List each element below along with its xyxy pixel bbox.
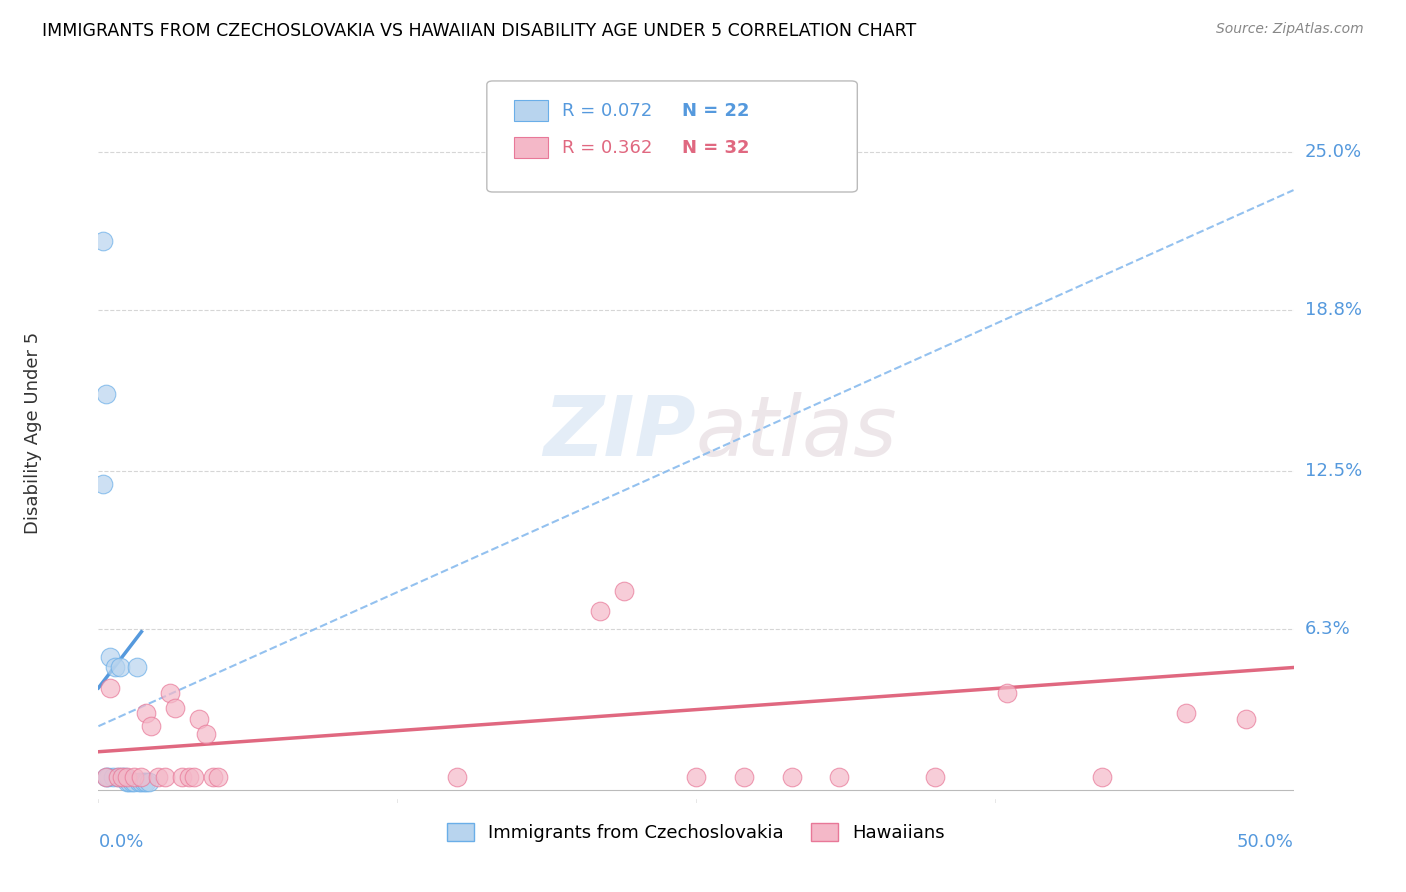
Point xyxy=(613,583,636,598)
Point xyxy=(91,476,114,491)
Point xyxy=(118,775,141,789)
Point xyxy=(135,775,157,789)
Text: IMMIGRANTS FROM CZECHOSLOVAKIA VS HAWAIIAN DISABILITY AGE UNDER 5 CORRELATION CH: IMMIGRANTS FROM CZECHOSLOVAKIA VS HAWAII… xyxy=(42,22,917,40)
Text: ZIP: ZIP xyxy=(543,392,696,473)
Legend: Immigrants from Czechoslovakia, Hawaiians: Immigrants from Czechoslovakia, Hawaiian… xyxy=(440,816,952,849)
Text: 18.8%: 18.8% xyxy=(1305,301,1361,319)
Point xyxy=(924,770,946,784)
Point xyxy=(780,770,803,784)
Point xyxy=(131,770,153,784)
Point xyxy=(446,770,468,784)
FancyBboxPatch shape xyxy=(486,81,858,192)
Point xyxy=(995,686,1018,700)
Point xyxy=(139,719,162,733)
Point xyxy=(114,770,136,784)
FancyBboxPatch shape xyxy=(515,137,548,158)
Text: 0.0%: 0.0% xyxy=(98,833,143,851)
Point xyxy=(94,387,117,401)
Text: N = 32: N = 32 xyxy=(682,138,749,157)
Point xyxy=(91,234,114,248)
Point xyxy=(733,770,755,784)
Point xyxy=(115,775,138,789)
Point xyxy=(163,701,186,715)
FancyBboxPatch shape xyxy=(515,100,548,121)
Point xyxy=(155,770,177,784)
Text: 12.5%: 12.5% xyxy=(1305,462,1362,480)
Point xyxy=(115,770,138,784)
Text: R = 0.362: R = 0.362 xyxy=(562,138,652,157)
Point xyxy=(159,686,181,700)
Point xyxy=(98,681,122,695)
Text: 25.0%: 25.0% xyxy=(1305,143,1362,161)
Point xyxy=(124,775,146,789)
Point xyxy=(132,775,155,789)
Point xyxy=(94,770,117,784)
Text: Disability Age Under 5: Disability Age Under 5 xyxy=(24,332,42,533)
Point xyxy=(98,650,122,665)
Point xyxy=(187,712,209,726)
Point xyxy=(101,770,124,784)
Point xyxy=(108,660,131,674)
Text: N = 22: N = 22 xyxy=(682,102,749,120)
Point xyxy=(121,775,143,789)
Point xyxy=(207,770,229,784)
Point xyxy=(111,770,134,784)
Point xyxy=(111,770,134,784)
Text: 6.3%: 6.3% xyxy=(1305,620,1350,638)
Text: atlas: atlas xyxy=(696,392,897,473)
Point xyxy=(104,660,127,674)
Point xyxy=(1175,706,1198,721)
Point xyxy=(1091,770,1114,784)
Point xyxy=(828,770,851,784)
Point xyxy=(202,770,225,784)
Text: R = 0.072: R = 0.072 xyxy=(562,102,652,120)
Text: 50.0%: 50.0% xyxy=(1237,833,1294,851)
Point xyxy=(135,706,157,721)
Point xyxy=(107,770,129,784)
Point xyxy=(124,770,146,784)
Point xyxy=(1234,712,1257,726)
Point xyxy=(128,775,150,789)
Point xyxy=(107,770,129,784)
Point xyxy=(138,775,160,789)
Point xyxy=(125,660,148,674)
Point xyxy=(589,604,612,618)
Point xyxy=(131,775,153,789)
Point xyxy=(183,770,205,784)
Point xyxy=(195,727,218,741)
Point xyxy=(172,770,194,784)
Point xyxy=(179,770,201,784)
Point xyxy=(685,770,707,784)
Text: Source: ZipAtlas.com: Source: ZipAtlas.com xyxy=(1216,22,1364,37)
Point xyxy=(148,770,170,784)
Point xyxy=(97,770,120,784)
Point xyxy=(94,770,117,784)
